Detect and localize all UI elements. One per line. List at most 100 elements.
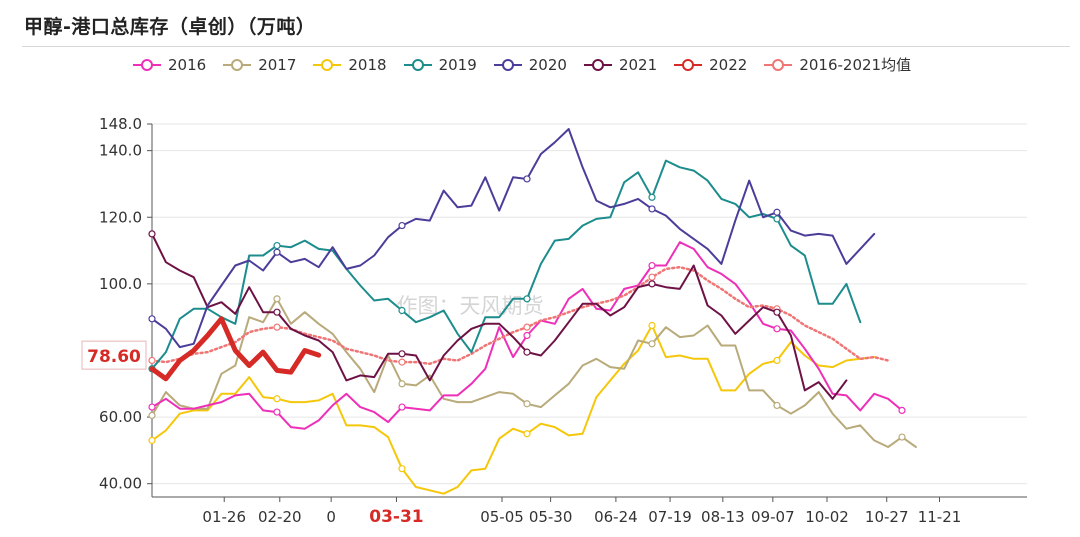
legend-item[interactable]: 2018 [312,55,387,74]
series-point [148,436,156,444]
legend-swatch-icon [583,58,612,71]
legend-label: 2020 [528,55,567,74]
series-point [398,403,406,411]
series-point [398,380,406,388]
x-tick-label: 01-26 [202,508,246,526]
current-value-box [81,340,147,370]
legend-item[interactable]: 2017 [222,56,296,74]
series-point [148,230,156,238]
legend-swatch-icon [403,58,432,71]
series-point [523,430,531,438]
series-point [773,208,781,216]
legend-swatch-icon [313,58,342,71]
series-point [273,395,281,403]
x-tick-label: 05-05 [480,508,524,526]
series-line [151,159,862,370]
series-point [398,306,406,315]
series-point [398,350,406,358]
legend-swatch-icon [674,58,703,71]
series-point [773,356,781,365]
series-point [773,308,781,316]
series-point [648,205,656,213]
series-line [151,232,848,400]
y-tick-label: 140.0 [99,142,142,160]
legend-label: 2016-2021均值 [799,56,912,74]
legend-label: 2019 [438,55,477,74]
series-point [273,248,281,256]
current-value-label: 78.60 [87,347,141,367]
series-point [773,401,781,410]
series-point [898,433,906,441]
x-tick-label: 07-19 [648,508,692,526]
y-tick-label: 40.00 [99,475,142,493]
x-tick-label: 02-20 [258,508,302,526]
x-tick-label: 08-13 [701,508,745,526]
x-tick-label: 09-07 [751,508,795,526]
series-point [523,295,531,303]
legend-label: 2017 [258,55,297,74]
series-point [523,348,531,356]
series-point [273,308,281,316]
legend-label: 2016 [168,55,207,74]
series-line [151,297,917,448]
series-point [523,175,531,183]
series-line [151,324,876,495]
y-tick-label: 148.0 [99,115,142,133]
series-point [898,406,906,415]
x-tick-label: 05-30 [529,508,573,526]
series-point [398,358,406,366]
legend-item[interactable]: 2016-2021均值 [763,54,911,75]
series-point [648,340,656,348]
x-tick-label: 10-02 [805,508,849,526]
legend-swatch-icon [493,58,522,71]
x-tick-label: 06-24 [594,508,638,526]
current-value-group: 78.60 [81,340,147,370]
legend-label: 2021 [618,55,658,74]
series-point [273,295,281,303]
series-line [149,316,322,382]
axes: 01-26 02-20 0 03-31 05-05 05-30 06-24 07-19 08-1… [147,123,1027,527]
series-point [273,408,281,416]
legend-label: 2022 [709,55,748,74]
y-tick-label: 120.0 [99,208,142,226]
series-line [151,128,876,349]
series-point [273,241,281,250]
title-divider [22,46,1070,47]
series-point [648,321,656,330]
series-point [648,193,656,201]
legend-item[interactable]: 2020 [493,56,567,74]
x-tick-label: 0 [326,508,336,526]
series-point [648,273,656,281]
series-point [398,221,406,230]
legend-swatch-icon [764,58,793,71]
series-point [648,280,656,288]
series-point [648,261,656,270]
y-tick-label: 60.00 [99,408,142,426]
legend-item[interactable]: 2019 [403,56,477,74]
chart-legend: 2016 2017 2018 2019 2020 2021 2022 2016-2021均值 [132,54,927,75]
series-lines [148,128,917,495]
series-point [148,403,156,411]
x-tick-label: 10-27 [865,508,909,526]
chart-title: 甲醇-港口总库存（卓创）（万吨） [24,16,316,38]
series-point [523,331,531,340]
legend-swatch-icon [223,58,252,71]
legend-swatch-icon [133,58,161,71]
series-point [773,215,781,223]
watermark-text: 作图：天风期货 [397,294,544,318]
x-tick-label: 11-21 [918,508,962,526]
series-point [148,356,156,365]
legend-item[interactable]: 2022 [673,56,747,74]
series-point [148,411,156,420]
x-tick-label: 03-31 [369,507,423,527]
legend-item[interactable]: 2016 [132,56,206,74]
series-point [398,465,406,473]
legend-item[interactable]: 2021 [583,56,657,74]
series-point [273,323,281,331]
legend-label: 2018 [348,55,387,74]
series-point [148,315,156,323]
series-point [773,325,781,333]
y-gridlines: 40.00 60.00 100.0 120.0 140.0 148.0 [99,115,1027,493]
series-point [523,323,531,331]
